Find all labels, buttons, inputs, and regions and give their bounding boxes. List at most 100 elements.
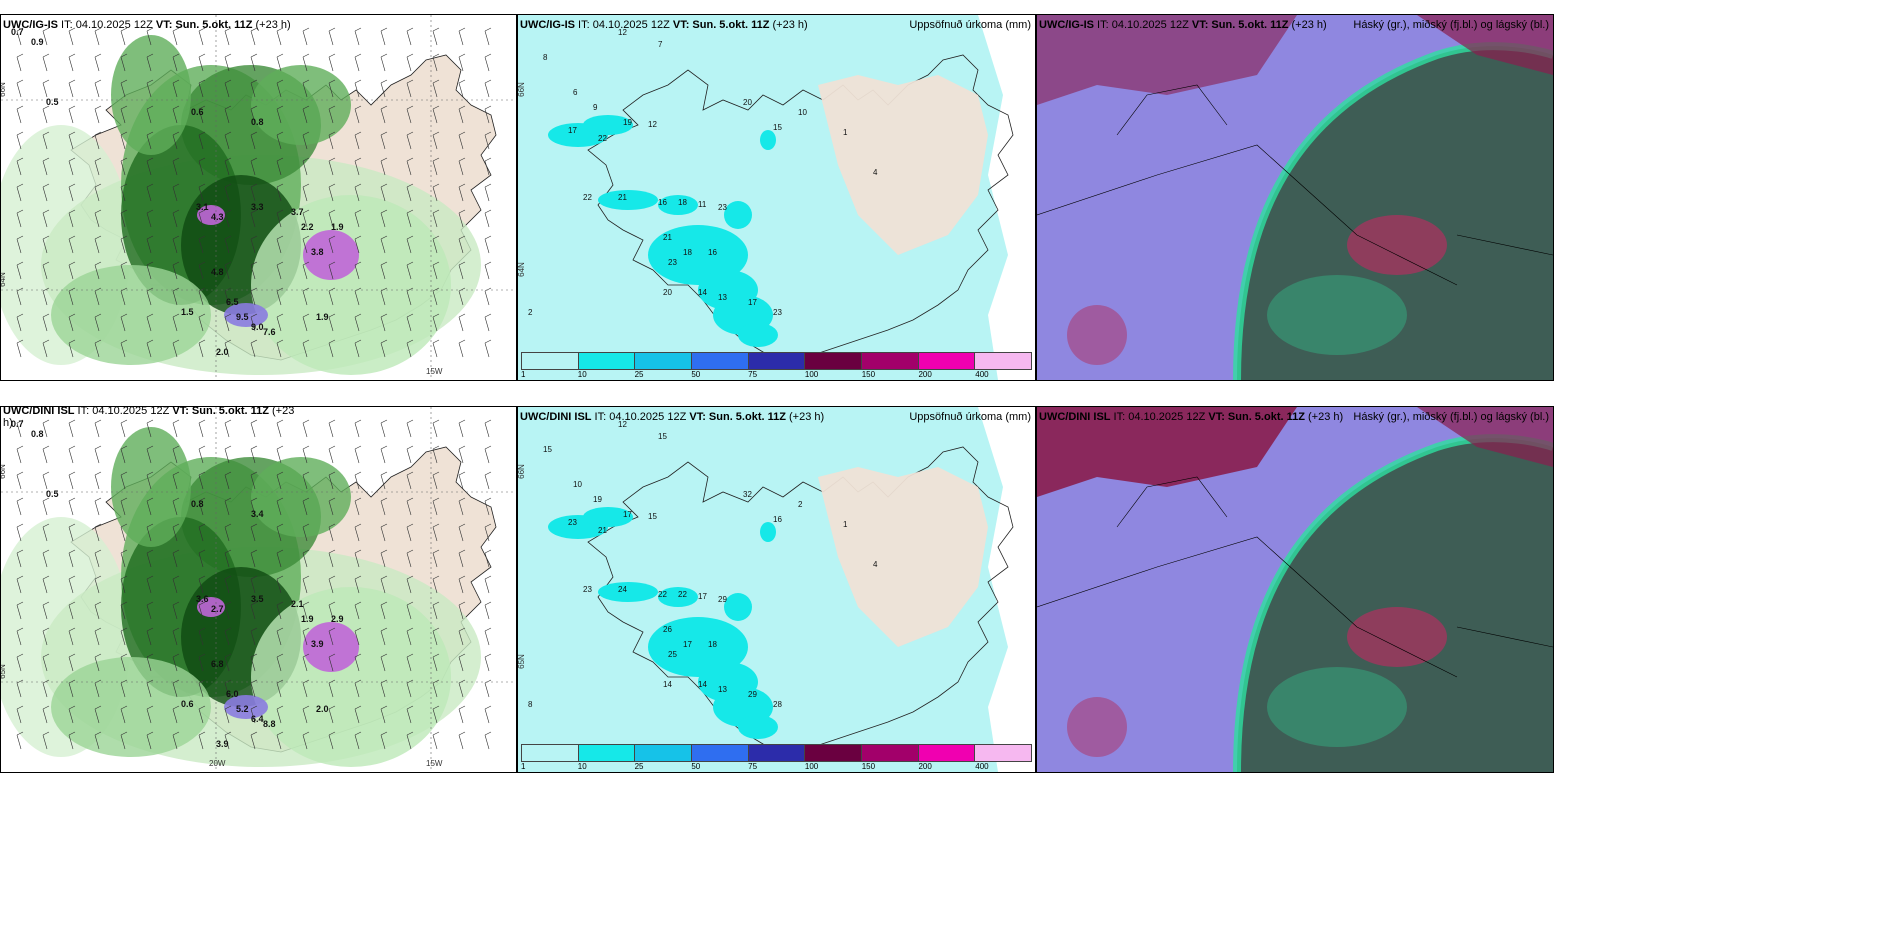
- wind-barb: [68, 186, 74, 202]
- value-label: 28: [773, 700, 782, 709]
- wind-barb-flag: [328, 53, 336, 58]
- value-label: 4: [873, 560, 878, 569]
- wind-barb: [120, 656, 126, 672]
- wind-barb: [224, 656, 230, 672]
- wind-barb-flag: [328, 627, 336, 632]
- wind-barb: [16, 82, 22, 98]
- dry-area: [978, 15, 1035, 380]
- wind-barb: [432, 526, 438, 542]
- wind-barb: [380, 316, 386, 332]
- wind-barb: [68, 212, 74, 228]
- colorbar-tick-label: 100: [804, 370, 819, 379]
- wind-barb: [328, 708, 334, 724]
- value-label: 0.8: [31, 429, 44, 439]
- wind-barb: [406, 448, 412, 464]
- wind-barb-flag: [484, 731, 492, 736]
- wind-barb: [432, 422, 438, 438]
- wind-barb-flag: [250, 183, 258, 188]
- wind-barb-flag: [172, 157, 180, 162]
- wind-barb-flag: [380, 313, 388, 318]
- wind-barb-flag: [484, 105, 492, 110]
- wind-barb: [224, 316, 230, 332]
- wind-barb: [198, 552, 204, 568]
- dry-area: [978, 407, 1035, 772]
- wind-barb-flag: [432, 679, 440, 684]
- wind-barb-flag: [354, 575, 362, 580]
- wind-barb-flag: [224, 731, 232, 736]
- wind-barb: [42, 448, 48, 464]
- wind-barb: [328, 552, 334, 568]
- colorbar-tick-label: 10: [577, 370, 587, 379]
- wind-barb: [198, 422, 204, 438]
- wind-barb: [120, 108, 126, 124]
- wind-barb-flag: [224, 471, 232, 476]
- wind-barb: [198, 30, 204, 46]
- wind-barb-flag: [276, 131, 284, 136]
- wind-barb-flag: [172, 339, 180, 344]
- wind-barb-flag: [250, 235, 258, 240]
- wind-barb: [16, 342, 22, 358]
- wind-barb-flag: [354, 653, 362, 658]
- wind-barb: [458, 604, 464, 620]
- wind-barb-flag: [94, 183, 102, 188]
- wind-barb-flag: [276, 313, 284, 318]
- wind-barb-flag: [302, 705, 310, 710]
- wind-barb: [172, 316, 178, 332]
- wind-barb: [224, 212, 230, 228]
- wind-barb-flag: [328, 105, 336, 110]
- wind-barb: [42, 290, 48, 306]
- wind-barb: [94, 160, 100, 176]
- wind-barb-flag: [198, 27, 206, 32]
- wind-barb: [42, 526, 48, 542]
- wind-barb: [198, 316, 204, 332]
- wind-barb-flag: [94, 497, 102, 502]
- colorbar-segment: [747, 744, 805, 762]
- wind-barb: [380, 656, 386, 672]
- wind-barb: [16, 630, 22, 646]
- wind-barb: [224, 30, 230, 46]
- wind-barb-flag: [198, 157, 206, 162]
- lead-time-wrap: h): [3, 417, 13, 429]
- wind-barb-flag: [432, 445, 440, 450]
- wind-barb: [458, 134, 464, 150]
- wind-barb: [146, 186, 152, 202]
- wind-barb: [432, 238, 438, 254]
- wind-barb-flag: [94, 601, 102, 606]
- value-label: 13: [718, 293, 727, 302]
- value-label: 17: [683, 640, 692, 649]
- wind-barb-flag: [94, 705, 102, 710]
- wind-barb-flag: [380, 471, 388, 476]
- wind-barb: [224, 630, 230, 646]
- wind-barb-flag: [42, 549, 50, 554]
- wind-barb-flag: [302, 339, 310, 344]
- wind-barb: [172, 422, 178, 438]
- wind-barb: [302, 422, 308, 438]
- wind-barb: [172, 734, 178, 750]
- wind-barb-flag: [328, 157, 336, 162]
- wind-barb: [198, 134, 204, 150]
- wind-barb: [328, 604, 334, 620]
- panel-header: UWC/IG-IS IT: 04.10.2025 12Z VT: Sun. 5.…: [1039, 19, 1327, 31]
- wind-barb: [16, 316, 22, 332]
- wind-barb: [172, 30, 178, 46]
- wind-barb-flag: [458, 157, 466, 162]
- colorbar-segment: [804, 744, 862, 762]
- value-label: 16: [658, 198, 667, 207]
- wind-barb-flag: [458, 339, 466, 344]
- wind-barb: [172, 160, 178, 176]
- wind-barb-flag: [146, 419, 154, 424]
- wind-barb: [380, 238, 386, 254]
- wind-barb: [484, 734, 490, 750]
- wind-barb-flag: [432, 157, 440, 162]
- wind-barb: [302, 82, 308, 98]
- wind-barb-flag: [302, 79, 310, 84]
- colorbar-segment: [747, 352, 805, 370]
- wind-barb-flag: [198, 445, 206, 450]
- wind-barb: [276, 160, 282, 176]
- value-label: 0.9: [31, 37, 44, 47]
- wind-barb-flag: [42, 575, 50, 580]
- value-label: 0.8: [191, 499, 204, 509]
- wind-barb: [354, 186, 360, 202]
- wind-barb: [380, 526, 386, 542]
- wind-barb: [484, 422, 490, 438]
